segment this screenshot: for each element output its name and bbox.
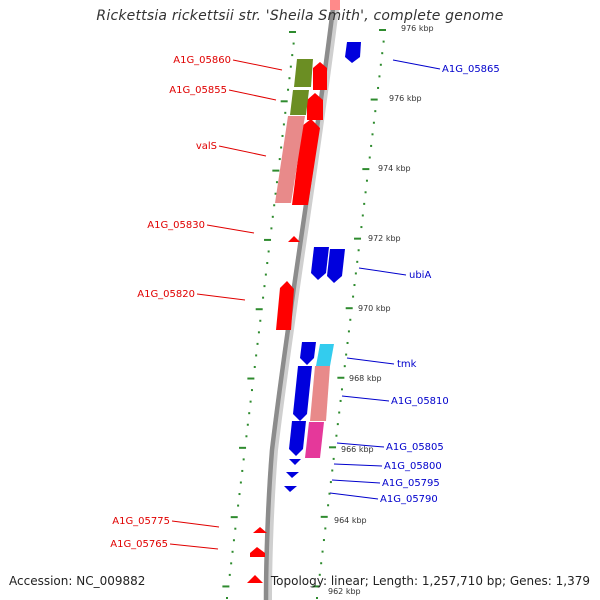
gene-arrow-a1g-05855-cds[interactable] <box>307 93 323 120</box>
leader-a1g-05805 <box>336 442 385 448</box>
gene-arrow-a1g-05830[interactable] <box>288 236 300 242</box>
gene-label-a1g-05830[interactable]: A1G_05830 <box>147 220 205 231</box>
scale-label-970: 970 kbp <box>358 304 391 313</box>
scale-label-968: 968 kbp <box>349 374 382 383</box>
gene-label-a1g-05855[interactable]: A1G_05855 <box>169 85 227 96</box>
gene-label-a1g-05765[interactable]: A1G_05765 <box>110 539 168 550</box>
scale-label-966: 966 kbp <box>341 445 374 454</box>
leader-a1g-05810 <box>341 395 390 402</box>
gene-arrow-a1g-05820[interactable] <box>276 281 294 330</box>
gene-label-a1g-05865[interactable]: A1G_05865 <box>442 64 500 75</box>
leader-a1g-05860 <box>232 59 283 71</box>
scale-label-964: 964 kbp <box>334 516 367 525</box>
gene-arrow-a1g-05810-cds[interactable] <box>293 366 312 421</box>
gene-arrow-a1g-05805-cds[interactable] <box>289 421 306 456</box>
scale-label-962: 962 kbp <box>328 587 361 596</box>
gene-arrow-ubia-1[interactable] <box>311 247 329 280</box>
scale-label-972: 972 kbp <box>368 234 401 243</box>
gene-box-vals[interactable] <box>275 116 305 203</box>
scale-label-976-top: 976 kbp <box>401 24 434 33</box>
gene-label-a1g-05810[interactable]: A1G_05810 <box>391 396 449 407</box>
gene-box-a1g-05810[interactable] <box>310 366 330 421</box>
gene-arrow-tmk-cds[interactable] <box>300 342 316 365</box>
clipped-feature-top <box>330 0 340 10</box>
gene-arrow-a1g-05775[interactable] <box>253 527 267 533</box>
gene-label-a1g-05775[interactable]: A1G_05775 <box>112 516 170 527</box>
leader-a1g-05800 <box>333 463 383 467</box>
gene-label-ubia[interactable]: ubiA <box>409 270 431 281</box>
leader-ubia <box>358 267 407 276</box>
topology-summary: Topology: linear; Length: 1,257,710 bp; … <box>270 574 590 588</box>
gene-label-a1g-05860[interactable]: A1G_05860 <box>173 55 231 66</box>
leader-a1g-05795 <box>331 479 381 484</box>
gene-arrow-a1g-05800[interactable] <box>289 459 301 465</box>
gene-arrow-a1g-05860-cds[interactable] <box>313 62 327 90</box>
gene-arrow-ubia-2[interactable] <box>327 249 345 283</box>
leader-a1g-05790 <box>329 492 379 500</box>
leader-a1g-05855 <box>228 89 277 101</box>
gene-box-a1g-05805[interactable] <box>305 422 324 458</box>
gene-arrow-a1g-05790[interactable] <box>284 486 297 492</box>
gene-box-tmk[interactable] <box>316 344 334 366</box>
gene-label-a1g-05795[interactable]: A1G_05795 <box>382 478 440 489</box>
leader-a1g-05820 <box>196 293 246 301</box>
gene-label-a1g-05800[interactable]: A1G_05800 <box>384 461 442 472</box>
leader-a1g-05775 <box>171 520 220 528</box>
gene-arrow-a1g-05765[interactable] <box>250 547 265 557</box>
gene-arrow-a1g-05795[interactable] <box>286 472 299 478</box>
leader-a1g-05865 <box>392 59 441 70</box>
gene-arrow-a1g-05865[interactable] <box>345 42 361 63</box>
leader-vals <box>218 145 267 157</box>
gene-arrow-vals-cds[interactable] <box>292 119 320 205</box>
gene-box-a1g-05860[interactable] <box>294 59 313 87</box>
gene-label-a1g-05820[interactable]: A1G_05820 <box>137 289 195 300</box>
gene-label-vals[interactable]: valS <box>196 141 217 152</box>
gene-box-a1g-05855[interactable] <box>290 90 309 115</box>
scale-label-976: 976 kbp <box>389 94 422 103</box>
page-title: Rickettsia rickettsii str. 'Sheila Smith… <box>96 8 504 24</box>
gene-label-a1g-05805[interactable]: A1G_05805 <box>386 442 444 453</box>
gene-arrow-unlabeled-forward[interactable] <box>247 575 263 583</box>
gene-label-tmk[interactable]: tmk <box>397 359 417 370</box>
leader-a1g-05830 <box>206 224 255 234</box>
gene-label-a1g-05790[interactable]: A1G_05790 <box>380 494 438 505</box>
accession-text: Accession: NC_009882 <box>9 574 146 588</box>
leader-tmk <box>346 357 395 365</box>
leader-a1g-05765 <box>169 543 219 550</box>
scale-label-974: 974 kbp <box>378 164 411 173</box>
